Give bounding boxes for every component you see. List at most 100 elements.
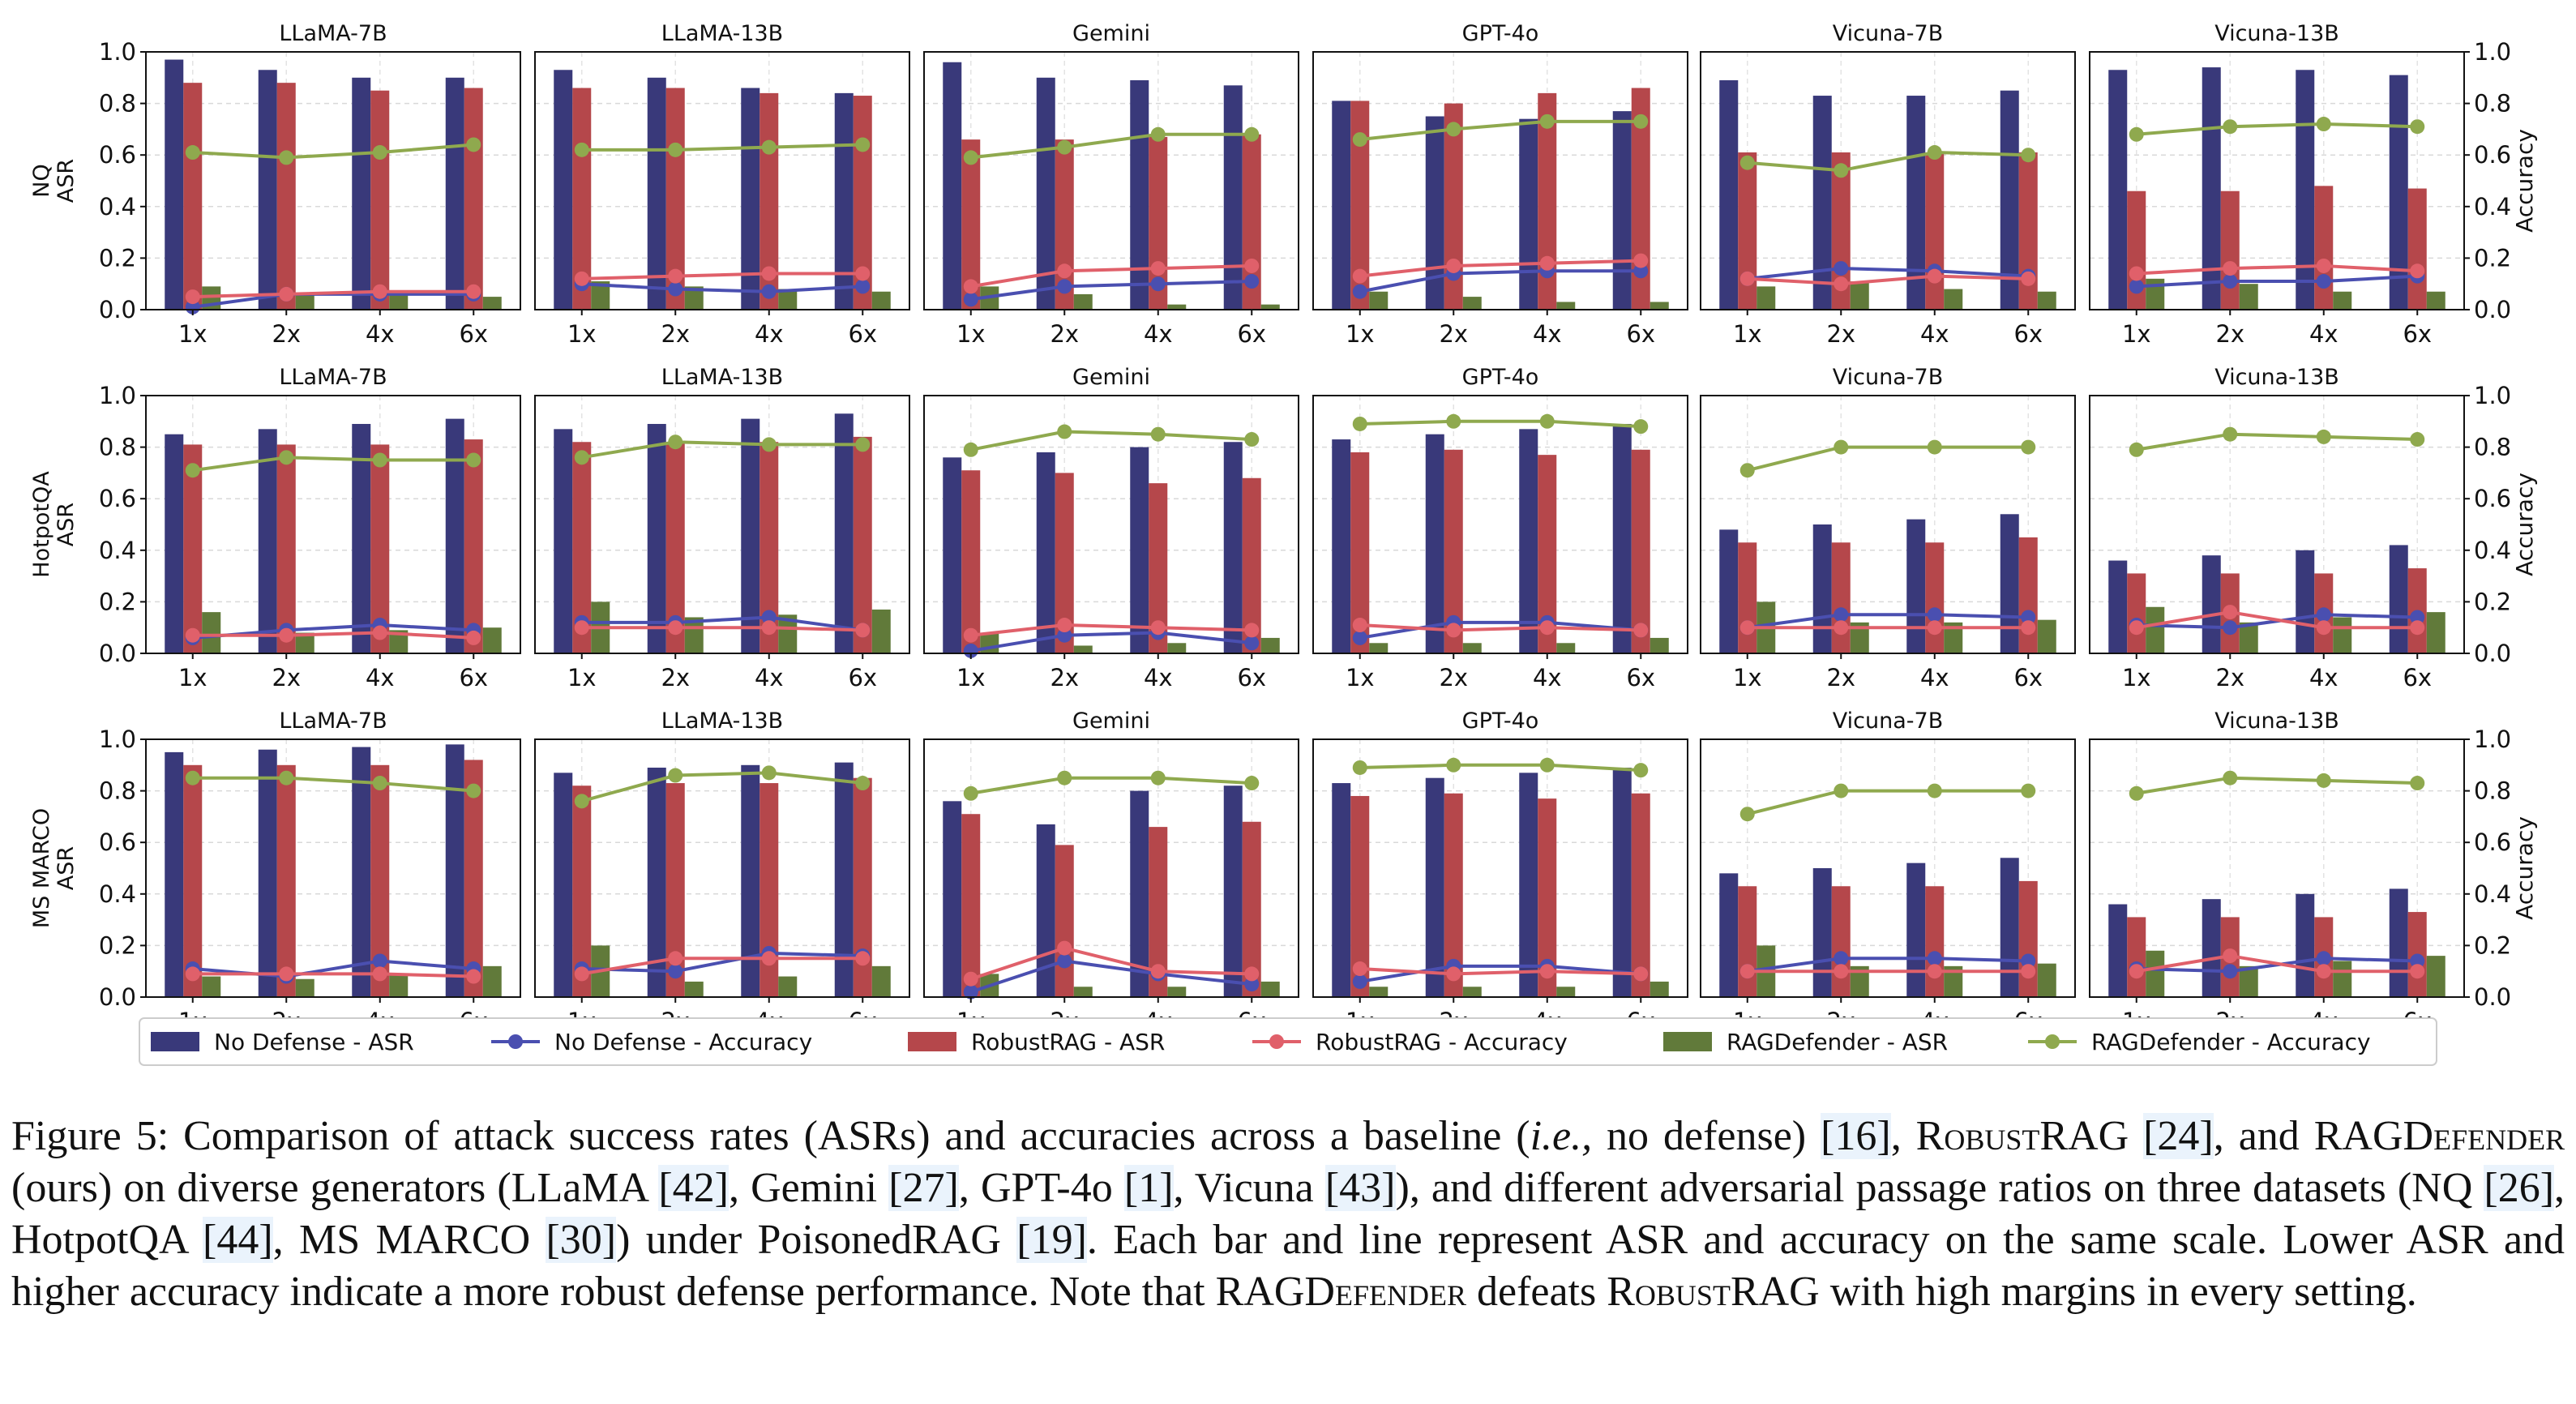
point-rd-acc <box>1446 122 1461 137</box>
x-tick-label: 4x <box>366 320 395 348</box>
panel-frame <box>923 738 1299 998</box>
panel-title: Vicuna-7B <box>1833 708 1943 734</box>
citation-link[interactable]: [27] <box>888 1165 959 1211</box>
caption-ie: i.e., <box>1530 1113 1593 1159</box>
panel-frame <box>534 51 910 310</box>
citation-link[interactable]: [43] <box>1324 1165 1396 1211</box>
point-rd-acc <box>1057 770 1072 785</box>
bar-rr-asr <box>1631 449 1650 653</box>
point-rr-acc <box>963 279 978 294</box>
point-rd-acc <box>2410 432 2425 447</box>
bar-nd-asr <box>1519 773 1538 997</box>
line-nd-acc <box>2136 274 2418 289</box>
point-rr-acc <box>185 966 200 982</box>
x-tick-label: 2x <box>1050 320 1079 348</box>
point-nd-acc <box>1352 284 1367 299</box>
bar-nd-asr <box>1719 529 1739 653</box>
bar-nd-asr <box>2000 858 2019 997</box>
point-rd-acc <box>1927 145 1942 161</box>
point-rd-acc <box>1539 757 1555 773</box>
line-rr-acc <box>970 263 1252 289</box>
line-rd-acc <box>970 132 1252 160</box>
bar-rr-asr <box>183 83 203 310</box>
bar-nd-asr <box>352 423 371 653</box>
bar-nd-asr <box>554 70 573 310</box>
bar-nd-asr <box>2000 514 2019 653</box>
citation-link[interactable]: [26] <box>2484 1165 2555 1211</box>
panel-frame <box>1700 395 2076 654</box>
point-rr-acc <box>2129 964 2144 979</box>
y-tick-label: 0.8 <box>99 90 136 118</box>
point-rd-acc <box>761 437 777 452</box>
bar-nd-asr <box>1906 96 1926 310</box>
citation-link[interactable]: [44] <box>203 1217 273 1263</box>
right-axis-label: Accuracy <box>2511 473 2538 576</box>
bar-rd-asr <box>1369 643 1389 653</box>
point-rr-acc <box>372 625 387 640</box>
citation-link[interactable]: [42] <box>658 1165 729 1211</box>
legend-label: No Defense - ASR <box>214 1029 414 1055</box>
bar-nd-asr <box>2389 545 2408 653</box>
right-axis-label: Accuracy <box>2511 129 2538 233</box>
bar-rr-asr <box>1631 793 1650 997</box>
bar-rd-asr <box>1944 965 1963 997</box>
bar-rr-asr <box>1055 845 1074 997</box>
bar-nd-asr <box>1425 116 1444 310</box>
bar-nd-asr <box>1812 868 1832 997</box>
bar-nd-asr <box>554 773 573 997</box>
bar-rr-asr <box>370 764 390 997</box>
point-rd-acc <box>1150 770 1166 785</box>
x-tick-label: 6x <box>459 320 488 348</box>
point-rd-acc <box>1739 155 1755 170</box>
point-nd-acc <box>1057 279 1072 294</box>
point-rd-acc <box>1244 432 1260 447</box>
citation-link[interactable]: [24] <box>2143 1113 2214 1159</box>
bar-rr-asr <box>572 88 592 310</box>
panel-title: LLaMA-13B <box>661 365 783 390</box>
y-tick-label: 0.0 <box>99 296 136 323</box>
point-rd-acc <box>1057 424 1072 439</box>
point-rd-acc <box>1150 126 1166 142</box>
method-name-robustrag: RobustRAG <box>1915 1113 2129 1159</box>
bar-rr-asr <box>1149 827 1168 997</box>
point-rr-acc <box>963 971 978 987</box>
point-rr-acc <box>1739 271 1755 286</box>
bar-rd-asr <box>1369 291 1389 310</box>
bar-nd-asr <box>741 418 760 653</box>
bar-nd-asr <box>2296 550 2315 653</box>
legend-swatch-marker <box>508 1034 523 1049</box>
citation-link[interactable]: [1] <box>1123 1165 1174 1211</box>
y-tick-label: 0.4 <box>2474 880 2511 908</box>
panel-title: GPT-4o <box>1462 365 1539 390</box>
bar-rd-asr <box>2333 617 2352 653</box>
point-nd-acc <box>1352 630 1367 645</box>
x-tick-label: 6x <box>1626 320 1655 348</box>
panel-frame <box>1312 51 1688 310</box>
x-tick-label: 6x <box>1237 664 1266 691</box>
bar-rr-asr <box>1149 483 1168 653</box>
bar-rd-asr <box>2146 278 2165 310</box>
citation-link[interactable]: [19] <box>1016 1217 1087 1263</box>
bar-rr-asr <box>665 88 685 310</box>
line-rd-acc <box>970 430 1252 452</box>
y-tick-label: 0.4 <box>99 880 136 908</box>
bar-nd-asr <box>1719 873 1739 997</box>
bar-nd-asr <box>165 59 184 310</box>
point-rd-acc <box>1244 126 1260 142</box>
point-rd-acc <box>279 150 294 165</box>
bar-nd-asr <box>165 751 184 997</box>
bar-nd-asr <box>445 744 464 997</box>
y-tick-label: 1.0 <box>2474 726 2511 753</box>
bar-rd-asr <box>295 632 315 653</box>
panel-title: LLaMA-7B <box>279 21 387 46</box>
panel-title: LLaMA-13B <box>661 21 783 46</box>
line-rd-acc <box>192 143 474 160</box>
citation-link[interactable]: [30] <box>546 1217 617 1263</box>
bar-rd-asr <box>1369 987 1389 997</box>
point-nd-acc <box>1244 977 1260 992</box>
point-rd-acc <box>855 137 871 152</box>
legend-swatch-bar <box>908 1032 956 1051</box>
citation-link[interactable]: [16] <box>1821 1113 1891 1159</box>
point-rr-acc <box>2410 620 2425 636</box>
bar-rr-asr <box>276 444 296 653</box>
